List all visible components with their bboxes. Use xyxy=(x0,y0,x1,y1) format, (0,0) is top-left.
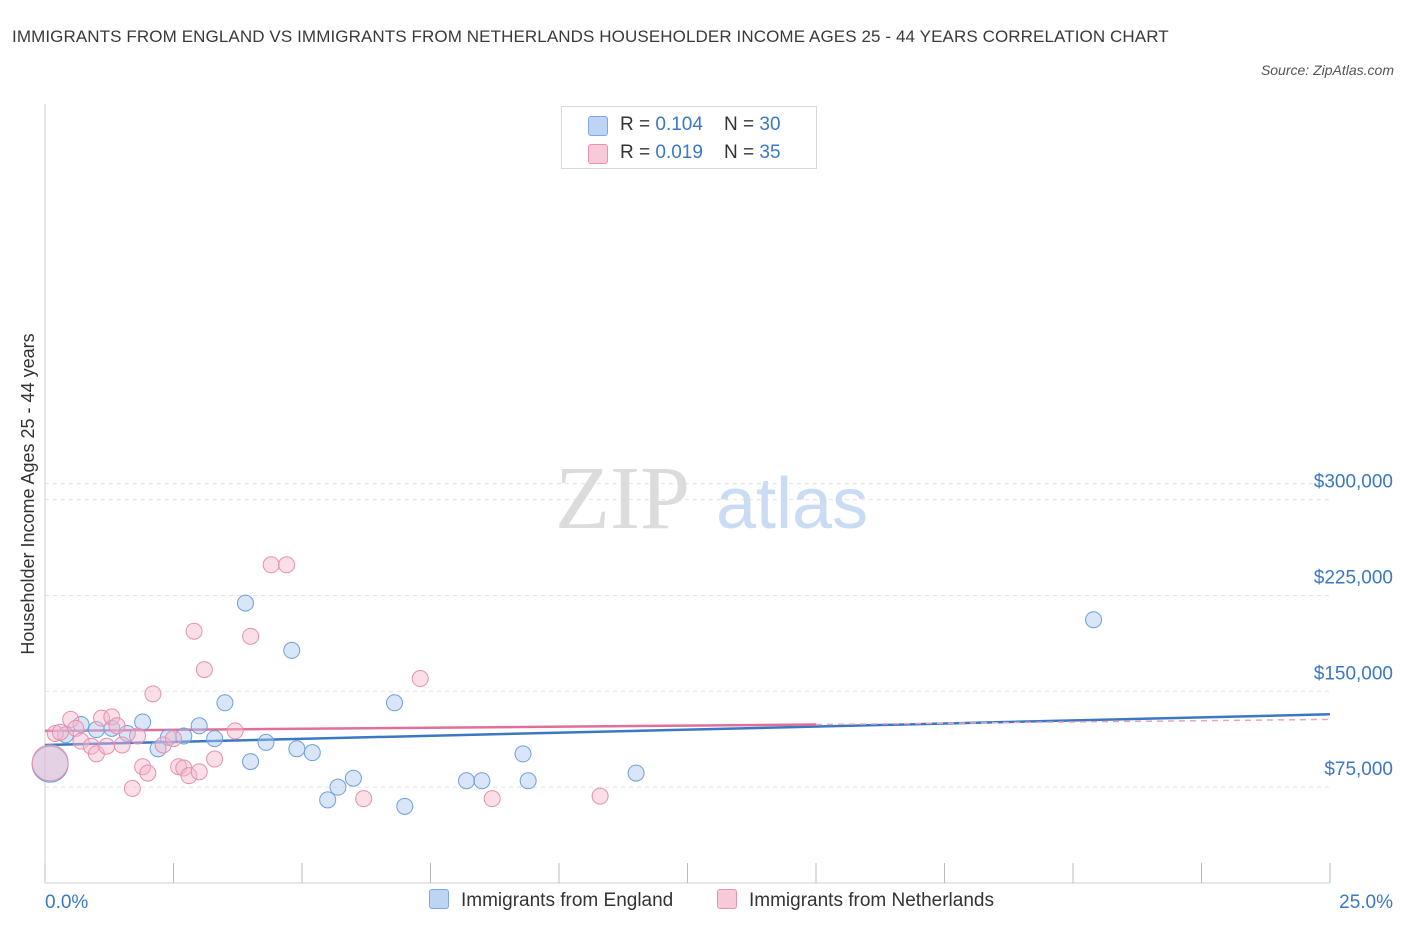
bottom-legend-netherlands: Immigrants from Netherlands xyxy=(717,889,994,912)
trend-line-netherlands-extension xyxy=(815,718,1331,726)
point-england xyxy=(519,772,537,790)
legend: R = 0.104 N = 30 R = 0.019 N = 35 xyxy=(561,106,817,169)
point-netherlands xyxy=(51,723,69,741)
axes xyxy=(44,104,1331,884)
point-england xyxy=(396,797,414,815)
y-tick-label: $300,000 xyxy=(1314,472,1393,493)
point-netherlands xyxy=(411,670,429,688)
point-england xyxy=(1085,611,1103,629)
legend-r-value: 0.019 xyxy=(655,142,703,163)
bottom-legend-england: Immigrants from England xyxy=(429,889,673,912)
point-netherlands xyxy=(98,737,116,755)
trend-lines xyxy=(44,713,1331,747)
legend-r-label: R = xyxy=(620,142,656,163)
point-netherlands xyxy=(591,787,609,805)
source-label: Source: ZipAtlas.com xyxy=(1260,62,1394,78)
point-england xyxy=(242,753,260,771)
point-england xyxy=(103,719,121,737)
point-netherlands xyxy=(154,736,172,754)
point-netherlands xyxy=(165,730,182,748)
y-axis-label: Householder Income Ages 25 - 44 years xyxy=(18,333,38,654)
x-tick-labels: 0.0% 25.0% xyxy=(45,892,1393,913)
legend-n-value: 35 xyxy=(759,142,781,163)
point-england xyxy=(514,745,532,763)
point-netherlands xyxy=(242,627,260,645)
legend-r-label: R = xyxy=(620,114,656,135)
point-netherlands xyxy=(67,719,85,737)
legend-n-label: N = xyxy=(724,142,760,163)
point-netherlands xyxy=(108,717,126,735)
point-netherlands xyxy=(180,767,198,785)
trend-line-england xyxy=(44,713,1331,747)
point-england xyxy=(175,727,193,745)
chart-title: IMMIGRANTS FROM ENGLAND VS IMMIGRANTS FR… xyxy=(12,27,1169,46)
point-netherlands xyxy=(123,779,141,797)
y-tick-label: $150,000 xyxy=(1314,663,1393,684)
point-netherlands xyxy=(185,622,203,640)
point-england xyxy=(288,740,306,758)
point-netherlands xyxy=(62,710,80,728)
watermark-zip: ZIP xyxy=(555,449,690,548)
point-netherlands xyxy=(190,763,208,781)
point-netherlands xyxy=(31,744,69,782)
point-netherlands xyxy=(195,661,213,679)
point-england xyxy=(206,730,224,748)
legend-swatch-netherlands xyxy=(588,144,608,164)
legend-n-value: 30 xyxy=(759,114,781,135)
grid-lines xyxy=(45,483,1330,788)
point-netherlands xyxy=(113,736,131,754)
point-netherlands xyxy=(139,764,157,782)
bottom-legend-swatch-netherlands xyxy=(717,889,737,909)
bottom-legend-swatch-england xyxy=(429,889,449,909)
point-netherlands xyxy=(226,722,244,740)
point-england xyxy=(303,744,321,762)
point-netherlands xyxy=(355,790,373,808)
point-netherlands xyxy=(206,750,224,768)
point-england xyxy=(329,778,347,796)
point-england xyxy=(457,772,475,790)
x-tick-label: 0.0% xyxy=(45,892,88,913)
point-england xyxy=(319,791,337,809)
data-points xyxy=(31,556,1103,815)
point-england xyxy=(344,769,362,787)
point-england xyxy=(190,717,208,735)
legend-swatch-england xyxy=(588,116,608,136)
bottom-legend-label-netherlands: Immigrants from Netherlands xyxy=(749,890,994,911)
trend-line-netherlands xyxy=(44,723,817,733)
watermark-atlas: atlas xyxy=(716,464,868,544)
point-netherlands xyxy=(144,685,162,703)
point-england xyxy=(257,733,275,751)
point-netherlands xyxy=(103,708,121,726)
legend-n-label: N = xyxy=(724,114,760,135)
point-netherlands xyxy=(129,727,147,745)
point-netherlands xyxy=(72,732,90,750)
point-england xyxy=(627,764,645,782)
watermark: ZIP atlas xyxy=(555,449,868,548)
y-tick-labels: $75,000 $150,000 $225,000 $300,000 xyxy=(1314,472,1393,781)
y-tick-label: $75,000 xyxy=(1324,759,1393,780)
point-england xyxy=(386,694,404,712)
legend-r-value: 0.104 xyxy=(655,114,703,135)
bottom-legend-label-england: Immigrants from England xyxy=(461,890,674,911)
point-netherlands xyxy=(483,790,501,808)
point-england xyxy=(236,594,254,612)
point-england xyxy=(216,694,234,712)
point-netherlands xyxy=(262,556,280,574)
point-england xyxy=(283,641,301,659)
point-netherlands xyxy=(278,556,296,574)
point-england xyxy=(473,772,491,790)
y-tick-label: $225,000 xyxy=(1314,567,1393,588)
x-tick-label: 25.0% xyxy=(1339,892,1393,913)
